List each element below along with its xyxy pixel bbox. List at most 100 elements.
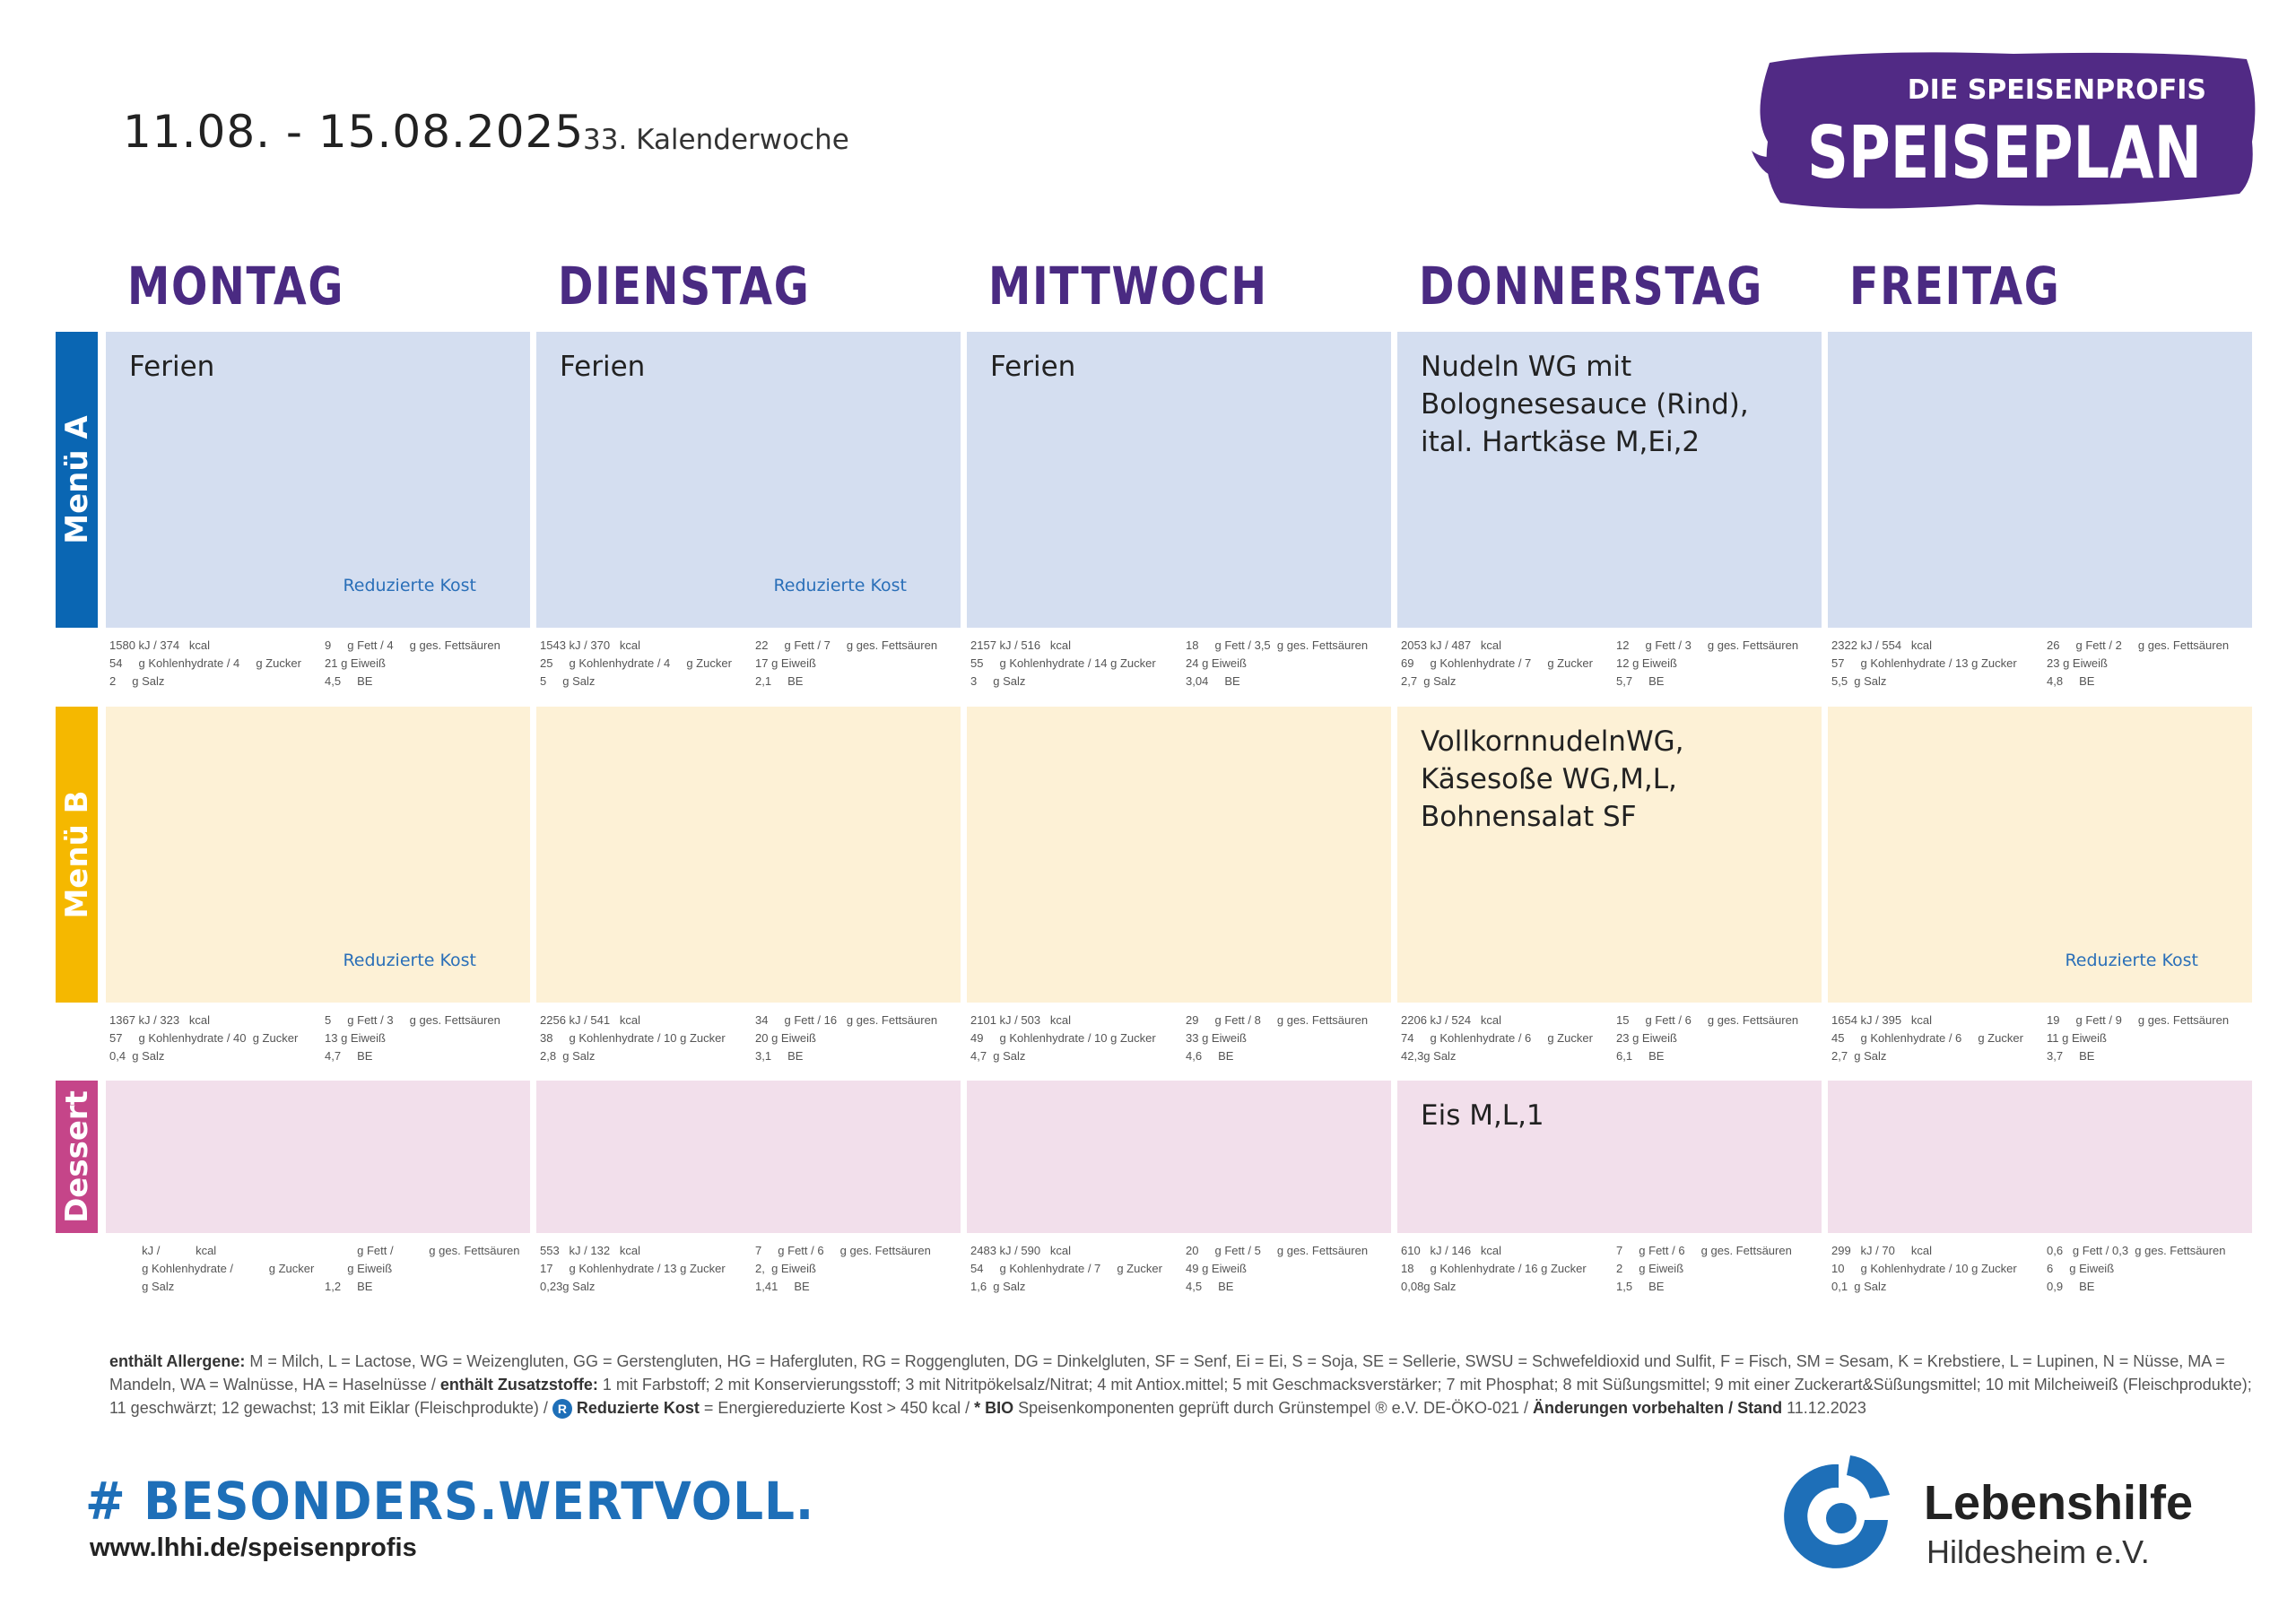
- menu-cell-menu-a-thursday: Nudeln WG mit Bolognesesauce (Rind), ita…: [1397, 332, 1822, 628]
- nutrition-line: 57 g Kohlenhydrate / 13 g Zucker: [1831, 656, 2017, 670]
- nutrition-line: 1,5 BE: [1616, 1280, 1665, 1293]
- menu-cell-menu-b-tuesday: [536, 707, 961, 1003]
- nutrition-info: 299 kJ / 70 kcal 0,6 g Fett / 0,3 g ges. …: [1831, 1242, 2248, 1298]
- nutrition-line: 0,4 g Salz: [109, 1049, 165, 1063]
- nutrition-line: 6,1 BE: [1616, 1049, 1665, 1063]
- nutrition-line: 5,5 g Salz: [1831, 674, 1887, 688]
- nutrition-line: 12 g Fett / 3 g ges. Fettsäuren: [1616, 638, 1799, 652]
- nutrition-line: 42,3g Salz: [1401, 1049, 1457, 1063]
- nutrition-line: 2 g Eiweiß: [1616, 1262, 1684, 1275]
- day-thursday: DONNERSTAG: [1419, 256, 1763, 317]
- menu-cell-dessert-wednesday: [967, 1081, 1391, 1233]
- reduced-diet-label: Reduzierte Kost: [2065, 951, 2198, 970]
- nutrition-line: 2101 kJ / 503 kcal: [970, 1013, 1072, 1027]
- nutrition-line: 49 g Eiweiß: [1186, 1262, 1247, 1275]
- nutrition-line: 33 g Eiweiß: [1186, 1031, 1247, 1045]
- menu-cell-dessert-thursday: Eis M,L,1: [1397, 1081, 1822, 1233]
- nutrition-line: 1367 kJ / 323 kcal: [109, 1013, 211, 1027]
- menu-cell-dessert-tuesday: [536, 1081, 961, 1233]
- nutrition-line: 610 kJ / 146 kcal: [1401, 1244, 1502, 1257]
- speiseplan-logo: DIE SPEISENPROFIS SPEISEPLAN: [1744, 43, 2265, 222]
- nutrition-line: 23 g Eiweiß: [2047, 656, 2108, 670]
- nutrition-line: 10 g Kohlenhydrate / 10 g Zucker: [1831, 1262, 2017, 1275]
- nutrition-line: 19 g Fett / 9 g ges. Fettsäuren: [2047, 1013, 2230, 1027]
- nutrition-info: 2157 kJ / 516 kcal 18 g Fett / 3,5 g ges.…: [970, 637, 1387, 692]
- dish-text: Ferien: [560, 351, 646, 383]
- nutrition-line: 20 g Fett / 5 g ges. Fettsäuren: [1186, 1244, 1369, 1257]
- nutrition-line: 20 g Eiweiß: [755, 1031, 816, 1045]
- date-range: 11.08. - 15.08.2025: [123, 106, 585, 158]
- row-label-dessert: Dessert: [56, 1081, 98, 1233]
- reduced-diet-label: Reduzierte Kost: [343, 951, 476, 970]
- nutrition-line: 553 kJ / 132 kcal: [540, 1244, 641, 1257]
- menu-cell-dessert-friday: [1828, 1081, 2252, 1233]
- nutrition-info: 553 kJ / 132 kcal 7 g Fett / 6 g ges. Fet…: [540, 1242, 957, 1298]
- nutrition-info: 1580 kJ / 374 kcal 9 g Fett / 4 g ges. Fe…: [109, 637, 526, 692]
- nutrition-line: g Salz: [109, 1280, 175, 1293]
- nutrition-line: 299 kJ / 70 kcal: [1831, 1244, 1932, 1257]
- nutrition-line: 17 g Eiweiß: [755, 656, 816, 670]
- row-label-menu-b: Menü B: [56, 707, 98, 1003]
- nutrition-line: 18 g Kohlenhydrate / 16 g Zucker: [1401, 1262, 1587, 1275]
- nutrition-line: 2,7 g Salz: [1831, 1049, 1887, 1063]
- row-label-menu-a: Menü A: [56, 332, 98, 628]
- nutrition-line: 4,5 BE: [325, 674, 373, 688]
- nutrition-line: 24 g Eiweiß: [1186, 656, 1247, 670]
- nutrition-line: 0,6 g Fett / 0,3 g ges. Fettsäuren: [2047, 1244, 2226, 1257]
- nutrition-line: 11 g Eiweiß: [2047, 1031, 2107, 1045]
- nutrition-info: 1543 kJ / 370 kcal 22 g Fett / 7 g ges. F…: [540, 637, 957, 692]
- menu-cell-menu-a-monday: Ferien Reduzierte Kost: [106, 332, 530, 628]
- nutrition-line: 5,7 BE: [1616, 674, 1665, 688]
- nutrition-line: 34 g Fett / 16 g ges. Fettsäuren: [755, 1013, 938, 1027]
- org-name: Lebenshilfe: [1924, 1476, 2194, 1530]
- nutrition-line: 23 g Eiweiß: [1616, 1031, 1677, 1045]
- reduced-diet-label: Reduzierte Kost: [773, 576, 907, 595]
- nutrition-info: 1654 kJ / 395 kcal 19 g Fett / 9 g ges. F…: [1831, 1012, 2248, 1067]
- nutrition-info: 2101 kJ / 503 kcal 29 g Fett / 8 g ges. F…: [970, 1012, 1387, 1067]
- menu-cell-menu-b-wednesday: [967, 707, 1391, 1003]
- day-tuesday: DIENSTAG: [558, 256, 811, 317]
- nutrition-line: 21 g Eiweiß: [325, 656, 386, 670]
- nutrition-info: 2322 kJ / 554 kcal 26 g Fett / 2 g ges. F…: [1831, 637, 2248, 692]
- nutrition-line: 49 g Kohlenhydrate / 10 g Zucker: [970, 1031, 1156, 1045]
- nutrition-line: 2,1 BE: [755, 674, 804, 688]
- menu-cell-menu-b-monday: Reduzierte Kost: [106, 707, 530, 1003]
- nutrition-line: 54 g Kohlenhydrate / 4 g Zucker: [109, 656, 301, 670]
- website-link[interactable]: www.lhhi.de/speisenprofis: [90, 1533, 417, 1562]
- nutrition-line: 1,41 BE: [755, 1280, 810, 1293]
- nutrition-line: 2157 kJ / 516 kcal: [970, 638, 1072, 652]
- nutrition-line: 3,1 BE: [755, 1049, 804, 1063]
- nutrition-line: 2256 kJ / 541 kcal: [540, 1013, 641, 1027]
- calendar-week: 33. Kalenderwoche: [583, 124, 849, 156]
- nutrition-line: 38 g Kohlenhydrate / 10 g Zucker: [540, 1031, 726, 1045]
- dish-text: Ferien: [129, 351, 215, 383]
- nutrition-line: 1580 kJ / 374 kcal: [109, 638, 211, 652]
- nutrition-line: 5 g Fett / 3 g ges. Fettsäuren: [325, 1013, 500, 1027]
- org-subtitle: Hildesheim e.V.: [1926, 1533, 2150, 1570]
- reduced-diet-label: Reduzierte Kost: [343, 576, 476, 595]
- nutrition-line: 2206 kJ / 524 kcal: [1401, 1013, 1502, 1027]
- nutrition-info: 2483 kJ / 590 kcal 20 g Fett / 5 g ges. F…: [970, 1242, 1387, 1298]
- dish-text: Nudeln WG mit Bolognesesauce (Rind), ita…: [1421, 351, 1749, 458]
- nutrition-line: g Eiweiß: [325, 1262, 393, 1275]
- nutrition-line: 55 g Kohlenhydrate / 14 g Zucker: [970, 656, 1156, 670]
- nutrition-line: 25 g Kohlenhydrate / 4 g Zucker: [540, 656, 732, 670]
- nutrition-line: 29 g Fett / 8 g ges. Fettsäuren: [1186, 1013, 1369, 1027]
- day-friday: FREITAG: [1849, 256, 2061, 317]
- nutrition-line: 1654 kJ / 395 kcal: [1831, 1013, 1933, 1027]
- nutrition-line: 2,7 g Salz: [1401, 674, 1457, 688]
- nutrition-line: 1543 kJ / 370 kcal: [540, 638, 641, 652]
- nutrition-line: 4,6 BE: [1186, 1049, 1234, 1063]
- logo-main-text: SPEISEPLAN: [1807, 111, 2202, 195]
- nutrition-line: 13 g Eiweiß: [325, 1031, 386, 1045]
- nutrition-line: 4,8 BE: [2047, 674, 2095, 688]
- nutrition-line: 4,7 BE: [325, 1049, 373, 1063]
- nutrition-line: 3,7 BE: [2047, 1049, 2095, 1063]
- nutrition-line: 17 g Kohlenhydrate / 13 g Zucker: [540, 1262, 726, 1275]
- nutrition-line: 2053 kJ / 487 kcal: [1401, 638, 1502, 652]
- nutrition-line: 12 g Eiweiß: [1616, 656, 1677, 670]
- nutrition-line: 1,6 g Salz: [970, 1280, 1026, 1293]
- nutrition-line: 5 g Salz: [540, 674, 596, 688]
- nutrition-line: 0,08g Salz: [1401, 1280, 1457, 1293]
- reduced-diet-icon: R: [552, 1399, 572, 1420]
